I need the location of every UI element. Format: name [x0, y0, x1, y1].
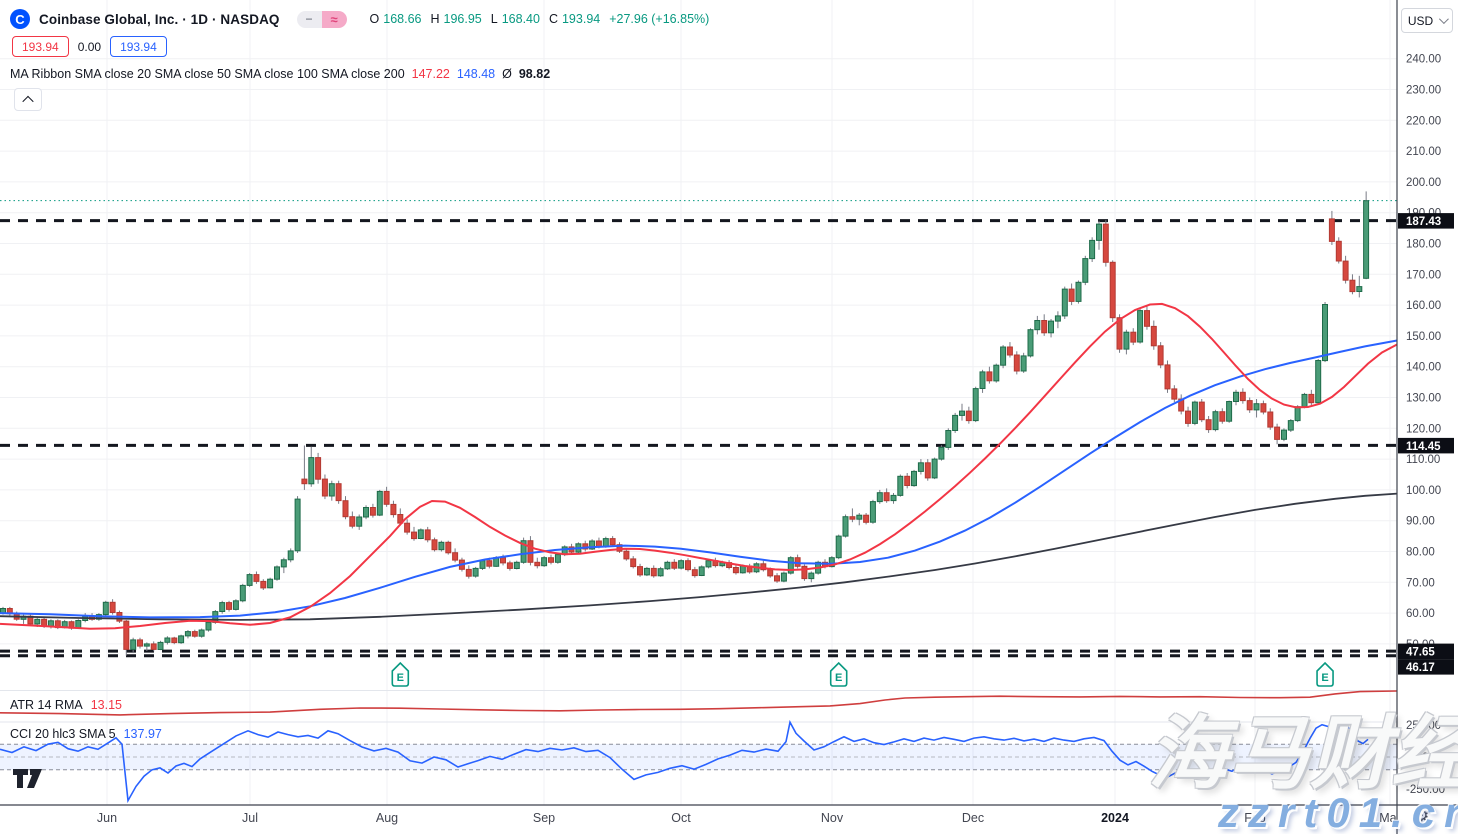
svg-text:70.00: 70.00: [1406, 577, 1435, 589]
svg-text:E: E: [835, 672, 842, 684]
collapse-legend-button[interactable]: [14, 88, 42, 111]
price-badges: 193.94 0.00 193.94: [12, 36, 167, 57]
svg-text:Aug: Aug: [376, 811, 398, 825]
watermark-cjk: 海马财经: [1148, 709, 1458, 798]
svg-text:Feb: Feb: [1244, 811, 1266, 825]
high-value: 196.95: [443, 12, 482, 26]
price-axis[interactable]: 240.00230.00220.00210.00200.00190.00180.…: [1398, 54, 1454, 796]
candles: [0, 191, 1370, 656]
high-label: H: [430, 12, 440, 26]
svg-text:90.00: 90.00: [1406, 516, 1435, 528]
svg-text:0.00: 0.00: [1406, 752, 1428, 764]
close-value: 193.94: [561, 12, 601, 26]
open-value: 168.66: [383, 12, 422, 26]
svg-text:Oct: Oct: [671, 811, 691, 825]
watermark-domain: zzrt01.cn: [1218, 789, 1458, 834]
coinbase-logo-icon: C: [10, 9, 30, 29]
svg-text:Mar: Mar: [1379, 811, 1401, 825]
minimize-icon[interactable]: −: [296, 10, 322, 28]
symbol-title[interactable]: Coinbase Global, Inc. · 1D · NASDAQ: [39, 11, 280, 27]
svg-text:250.00: 250.00: [1406, 720, 1441, 732]
svg-text:60.00: 60.00: [1406, 608, 1435, 620]
svg-text:150.00: 150.00: [1406, 331, 1441, 343]
ma-ribbon-label: MA Ribbon SMA close 20 SMA close 50 SMA …: [10, 67, 405, 81]
svg-text:240.00: 240.00: [1406, 54, 1441, 66]
approx-data-icon[interactable]: ≈: [321, 10, 347, 28]
sma20-value: 147.22: [411, 67, 450, 81]
svg-text:Dec: Dec: [962, 811, 984, 825]
atr-label: ATR 14 RMA: [10, 698, 83, 712]
gridlines: [0, 0, 1397, 805]
svg-text:200.00: 200.00: [1406, 177, 1441, 189]
svg-text:Jul: Jul: [242, 811, 258, 825]
ohlc-values: O 168.66 H 196.95 L 168.40 C 193.94 +27.96 (…: [370, 12, 710, 26]
svg-text:187.43: 187.43: [1406, 216, 1441, 228]
svg-text:210.00: 210.00: [1406, 146, 1441, 158]
svg-text:Sep: Sep: [533, 811, 555, 825]
tradingview-logo[interactable]: [12, 768, 46, 790]
svg-text:E: E: [1321, 672, 1328, 684]
low-value: 168.40: [501, 12, 540, 26]
time-axis[interactable]: Jun Jul Aug Sep Oct Nov Dec 2024 Feb Mar: [97, 811, 1401, 825]
svg-text:100.00: 100.00: [1406, 485, 1441, 497]
axis-settings-gear-icon[interactable]: ⚙: [1414, 806, 1430, 825]
cci-value: 137.97: [123, 727, 162, 741]
sell-price-badge[interactable]: 193.94: [12, 36, 69, 57]
ma-ribbon-legend[interactable]: MA Ribbon SMA close 20 SMA close 50 SMA …: [10, 67, 550, 81]
svg-text:E: E: [397, 672, 404, 684]
buy-price-badge[interactable]: 193.94: [110, 36, 167, 57]
horizontal-level-lines[interactable]: [0, 200, 1397, 658]
svg-text:140.00: 140.00: [1406, 362, 1441, 374]
data-status-chips[interactable]: − ≈: [296, 10, 347, 28]
change-value: +27.96 (+16.85%): [609, 12, 710, 26]
currency-dropdown[interactable]: USD: [1401, 8, 1453, 33]
ma-lines: [0, 302, 1398, 630]
cci-line: [0, 719, 1369, 804]
svg-text:-250.00: -250.00: [1406, 784, 1445, 796]
symbol-legend: C Coinbase Global, Inc. · 1D · NASDAQ − …: [10, 8, 709, 30]
svg-text:46.17: 46.17: [1406, 662, 1435, 674]
atr-line: [0, 690, 1398, 716]
cci-legend[interactable]: CCI 20 hlc3 SMA 5 137.97: [10, 727, 162, 741]
svg-text:160.00: 160.00: [1406, 300, 1441, 312]
currency-label: USD: [1407, 13, 1434, 28]
svg-text:114.45: 114.45: [1406, 441, 1441, 453]
atr-legend[interactable]: ATR 14 RMA 13.15: [10, 698, 122, 712]
svg-text:110.00: 110.00: [1406, 454, 1440, 466]
close-label: C: [548, 12, 558, 26]
svg-text:180.00: 180.00: [1406, 239, 1441, 251]
svg-text:230.00: 230.00: [1406, 85, 1441, 97]
average-symbol: Ø: [502, 67, 512, 81]
svg-text:Nov: Nov: [821, 811, 844, 825]
svg-text:130.00: 130.00: [1406, 393, 1441, 405]
atr-value: 13.15: [90, 698, 122, 712]
chevron-up-icon: [22, 95, 34, 107]
svg-text:80.00: 80.00: [1406, 547, 1435, 559]
sma200-value: 98.82: [518, 67, 551, 81]
svg-text:170.00: 170.00: [1406, 269, 1441, 281]
spread-value: 0.00: [77, 39, 102, 54]
cci-band: [0, 743, 1397, 771]
svg-text:120.00: 120.00: [1406, 423, 1441, 435]
low-label: L: [490, 12, 498, 26]
svg-text:2024: 2024: [1101, 811, 1129, 825]
svg-text:Jun: Jun: [97, 811, 117, 825]
svg-text:47.65: 47.65: [1406, 647, 1435, 659]
sma50-value: 148.48: [456, 67, 496, 81]
cci-label: CCI 20 hlc3 SMA 5: [10, 727, 116, 741]
svg-text:220.00: 220.00: [1406, 115, 1441, 127]
open-label: O: [369, 12, 380, 26]
chevron-down-icon: [1439, 14, 1450, 25]
